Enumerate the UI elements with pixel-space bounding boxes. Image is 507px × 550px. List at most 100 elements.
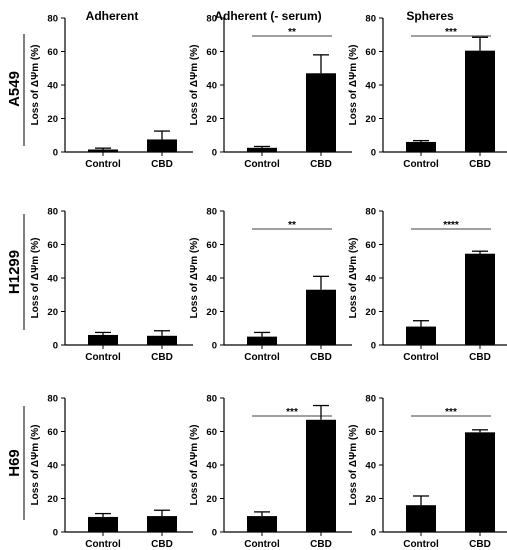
panel-h69-0: 0 20 40 60 80 Loss of ΔΨm (%) Control CBD (30, 394, 193, 550)
y-tick-label: 60 (47, 240, 58, 251)
x-tick-label-cbd: CBD (151, 159, 173, 170)
y-tick-label: 80 (365, 207, 376, 218)
x-tick-label-cbd: CBD (310, 159, 332, 170)
y-tick-label: 0 (212, 148, 217, 159)
y-tick-label: 60 (365, 240, 376, 251)
x-tick-label-control: Control (244, 159, 280, 170)
bar-control (247, 147, 277, 152)
y-tick-label: 60 (206, 427, 217, 438)
bar-cbd (465, 432, 495, 532)
panel-h1299-0: 0 20 40 60 80 Loss of ΔΨm (%) Control CBD (30, 207, 193, 363)
y-tick-label: 80 (365, 14, 376, 25)
x-tick-label-cbd: CBD (469, 352, 491, 363)
y-tick-label: 80 (47, 394, 58, 405)
x-tick-label-control: Control (244, 539, 280, 550)
bar-cbd (306, 73, 336, 152)
y-tick-label: 0 (53, 341, 58, 352)
y-tick-label: 80 (206, 14, 217, 25)
bar-control (88, 516, 118, 532)
x-tick-label-cbd: CBD (151, 352, 173, 363)
panel-a549-0: 0 20 40 60 80 Loss of ΔΨm (%) Control CBD (30, 14, 193, 170)
y-tick-label: 80 (47, 14, 58, 25)
y-tick-label: 0 (212, 528, 217, 539)
significance-label: *** (445, 27, 457, 38)
significance-label: ** (288, 220, 296, 231)
y-axis-title: Loss of ΔΨm (%) (30, 425, 41, 506)
y-tick-label: 0 (371, 528, 376, 539)
panel-h69-1: 0 20 40 60 80 Loss of ΔΨm (%) Control CBD *** (189, 394, 352, 550)
y-tick-label: 0 (53, 528, 58, 539)
bar-cbd (465, 253, 495, 345)
y-axis-title: Loss of ΔΨm (%) (30, 45, 41, 126)
y-tick-label: 20 (206, 494, 217, 505)
bar-control (88, 149, 118, 152)
bar-cbd (465, 50, 495, 152)
y-tick-label: 60 (365, 427, 376, 438)
significance-label: ** (288, 27, 296, 38)
panel-h69-2: 0 20 40 60 80 Loss of ΔΨm (%) Control CBD *** (348, 394, 507, 550)
y-tick-label: 60 (206, 47, 217, 58)
bar-cbd (147, 335, 177, 345)
x-tick-label-control: Control (85, 539, 121, 550)
y-tick-label: 20 (365, 307, 376, 318)
panel-a549-2: 0 20 40 60 80 Loss of ΔΨm (%) Control CBD *** (348, 14, 507, 170)
y-axis-title: Loss of ΔΨm (%) (189, 238, 200, 319)
row-label-a549: A549 (6, 71, 23, 107)
y-axis-title: Loss of ΔΨm (%) (30, 238, 41, 319)
row-labels: A549 H1299 H69 (6, 34, 25, 520)
y-tick-label: 60 (365, 47, 376, 58)
bar-cbd (147, 516, 177, 532)
y-tick-label: 40 (206, 81, 217, 92)
x-tick-label-control: Control (403, 159, 439, 170)
panel-a549-1: 0 20 40 60 80 Loss of ΔΨm (%) Control CBD ** (189, 14, 352, 170)
significance-label: *** (286, 407, 298, 418)
y-tick-label: 40 (47, 461, 58, 472)
y-tick-label: 20 (206, 114, 217, 125)
x-tick-label-cbd: CBD (469, 159, 491, 170)
y-tick-label: 40 (47, 81, 58, 92)
x-tick-label-control: Control (244, 352, 280, 363)
y-tick-label: 80 (365, 394, 376, 405)
y-tick-label: 0 (53, 148, 58, 159)
y-tick-label: 20 (206, 307, 217, 318)
x-tick-label-control: Control (85, 352, 121, 363)
y-tick-label: 20 (365, 114, 376, 125)
y-tick-label: 40 (365, 461, 376, 472)
y-axis-title: Loss of ΔΨm (%) (189, 425, 200, 506)
x-tick-label-cbd: CBD (151, 539, 173, 550)
panel-h1299-2: 0 20 40 60 80 Loss of ΔΨm (%) Control CBD **** (348, 207, 507, 363)
bar-control (88, 334, 118, 345)
x-tick-label-cbd: CBD (469, 539, 491, 550)
significance-label: *** (445, 407, 457, 418)
bar-control (406, 505, 436, 532)
bar-control (247, 336, 277, 345)
bar-cbd (306, 419, 336, 532)
y-tick-label: 40 (365, 274, 376, 285)
column-title-adherent: Adherent (86, 9, 139, 23)
y-tick-label: 0 (212, 341, 217, 352)
y-tick-label: 40 (47, 274, 58, 285)
row-label-h1299: H1299 (6, 250, 23, 294)
y-tick-label: 60 (47, 47, 58, 58)
bar-cbd (147, 139, 177, 152)
panel-h1299-1: 0 20 40 60 80 Loss of ΔΨm (%) Control CBD ** (189, 207, 352, 363)
y-axis-title: Loss of ΔΨm (%) (348, 238, 359, 319)
bar-control (406, 141, 436, 152)
y-tick-label: 80 (47, 207, 58, 218)
y-tick-label: 0 (371, 148, 376, 159)
y-tick-label: 40 (365, 81, 376, 92)
row-label-h69: H69 (6, 449, 23, 477)
y-tick-label: 20 (365, 494, 376, 505)
y-axis-title: Loss of ΔΨm (%) (348, 425, 359, 506)
column-headers: Adherent Adherent (- serum) Spheres (86, 9, 454, 23)
column-title-adherent-serum: Adherent (- serum) (214, 9, 321, 23)
x-tick-label-control: Control (85, 159, 121, 170)
y-tick-label: 0 (371, 341, 376, 352)
x-tick-label-cbd: CBD (310, 539, 332, 550)
y-tick-label: 80 (206, 207, 217, 218)
y-tick-label: 80 (206, 394, 217, 405)
y-axis-title: Loss of ΔΨm (%) (189, 45, 200, 126)
y-tick-label: 20 (47, 307, 58, 318)
y-tick-label: 20 (47, 494, 58, 505)
